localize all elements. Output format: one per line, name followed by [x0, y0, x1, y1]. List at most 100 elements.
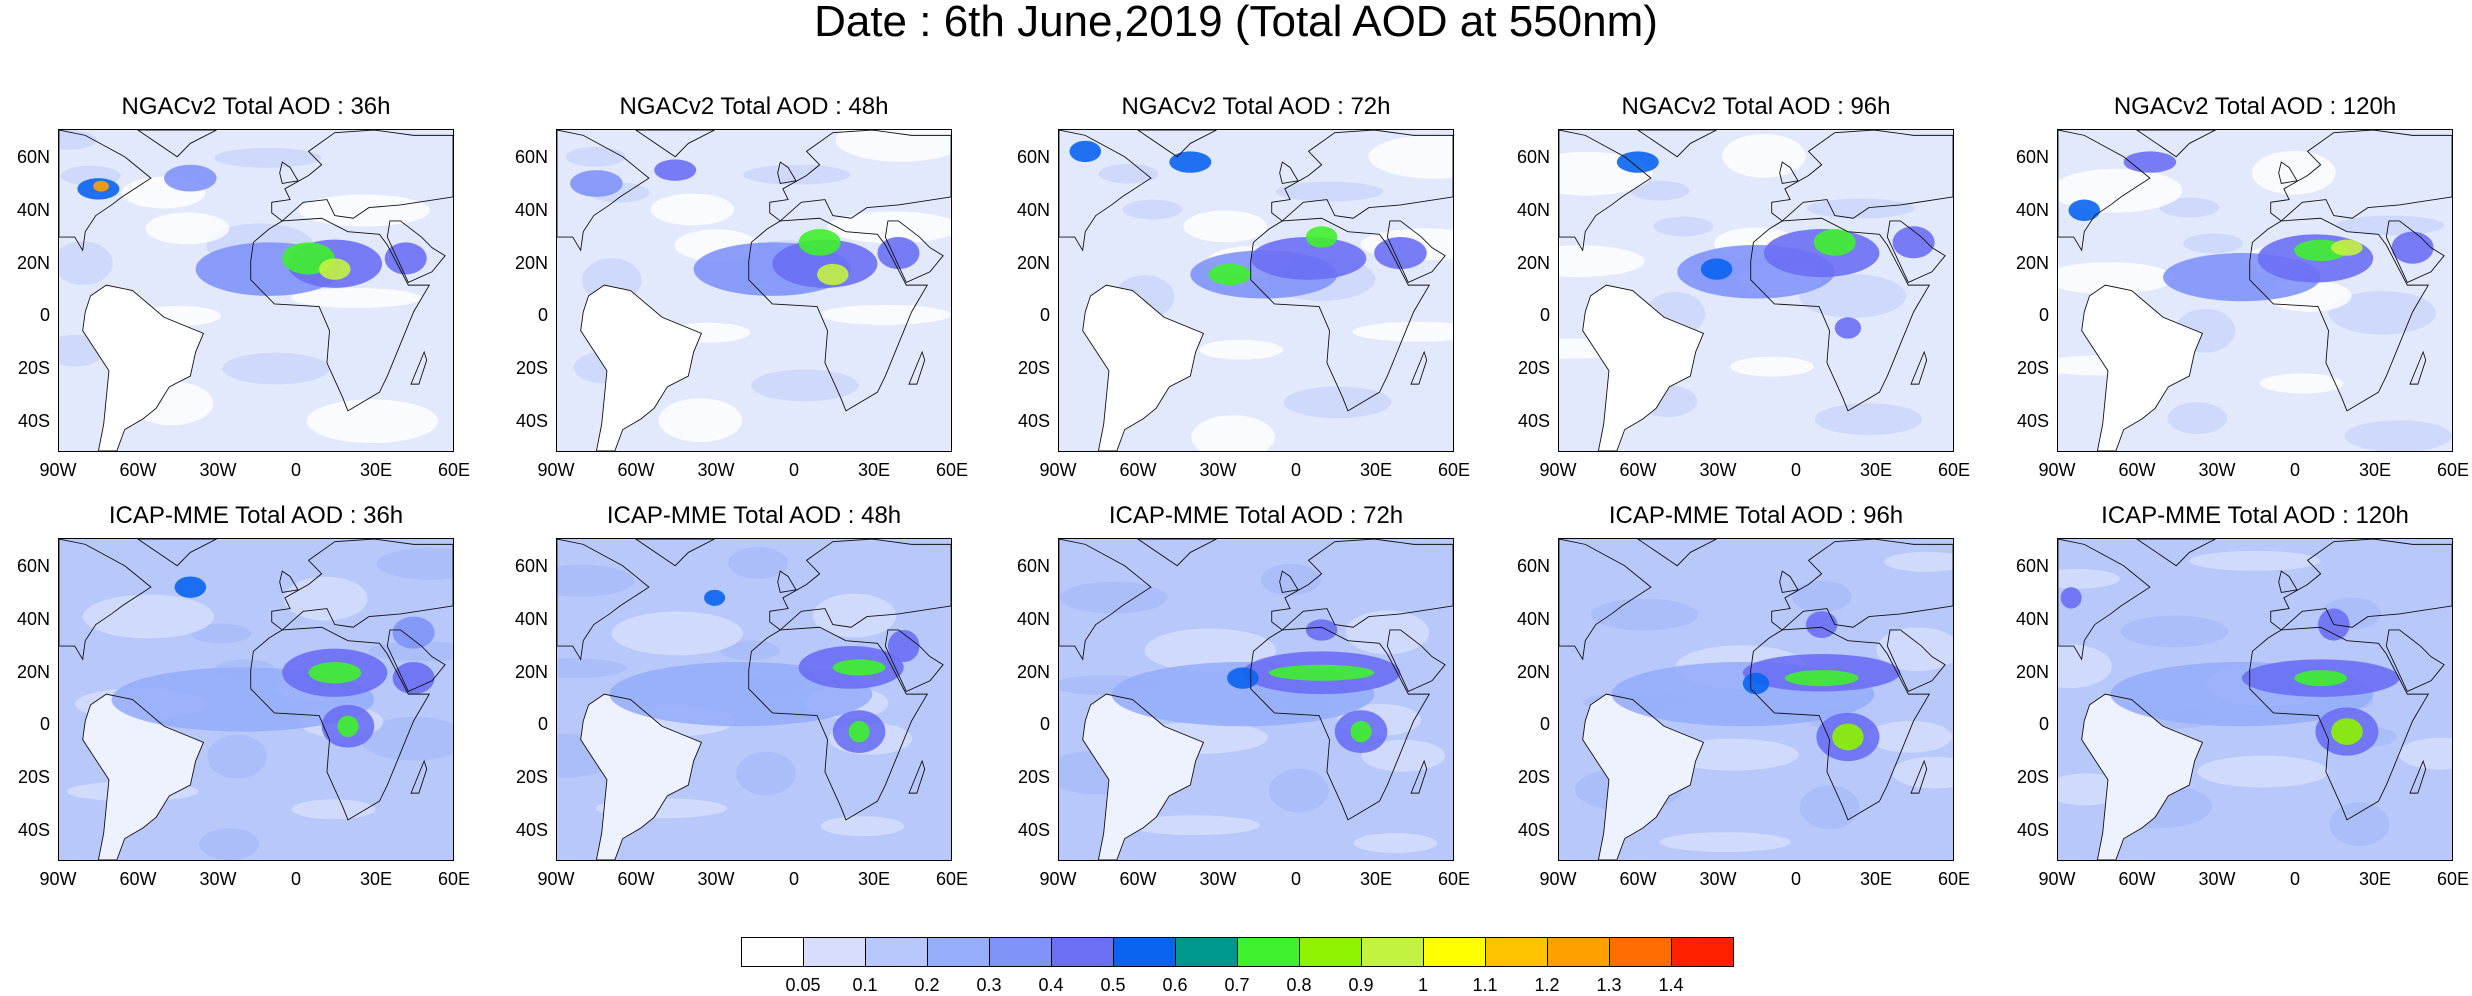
aod-plume [848, 720, 870, 743]
coastline [1410, 759, 1428, 794]
latitude-tick-label: 60N [514, 147, 548, 167]
longitude-tick-label: 30W [697, 460, 735, 480]
panel-title: NGACv2 Total AOD : 96h [1621, 93, 1891, 120]
aod-background-patch [1590, 598, 1699, 631]
aod-background-patch [1191, 415, 1275, 451]
aod-background-patch [1268, 768, 1329, 813]
longitude-tick-label: 30W [1199, 460, 1237, 480]
aod-plume [1374, 237, 1427, 270]
aod-plume [1250, 237, 1367, 280]
latitude-tick-label: 60N [1516, 556, 1550, 576]
aod-plume [1350, 720, 1372, 743]
latitude-tick-label: 60N [16, 147, 50, 167]
latitude-tick-label: 0 [1039, 305, 1050, 325]
longitude-tick-label: 60E [437, 869, 471, 889]
latitude-tick-label: 40N [1016, 609, 1050, 629]
aod-plume [570, 170, 623, 197]
aod-background-patch [611, 611, 744, 656]
aod-field [557, 130, 951, 451]
coastline [1386, 220, 1446, 284]
figure-title: Date : 6th June,2019 (Total AOD at 550nm… [814, 0, 1658, 46]
aod-background-patch [207, 734, 267, 779]
clear-land [82, 694, 204, 860]
aod-map [2057, 538, 2453, 861]
aod-background-patch [1275, 181, 1384, 202]
coastline [580, 284, 703, 451]
longitude-tick-label: 0 [788, 869, 799, 889]
longitude-tick-label: 30E [1859, 869, 1893, 889]
coastline [2058, 539, 2151, 661]
aod-plume [798, 228, 841, 256]
aod-background-patch [557, 658, 627, 679]
coastline [250, 626, 431, 821]
latitude-tick-label: 40S [1517, 411, 1550, 431]
latitude-tick-label: 20S [515, 358, 548, 378]
colorbar-swatch [1547, 937, 1610, 967]
colorbar-label: 1.4 [1658, 975, 1684, 995]
aod-background-patch [2252, 150, 2336, 195]
coastline [2081, 284, 2204, 451]
aod-background-patch [59, 130, 97, 150]
aod-field [1059, 539, 1453, 860]
latitude-tick-label: 20S [2016, 767, 2049, 787]
coastline [2249, 626, 2430, 821]
aod-field [1559, 130, 1953, 451]
panel-title: NGACv2 Total AOD : 72h [1121, 93, 1391, 120]
coastline [410, 350, 428, 385]
latitude-tick-label: 20S [2016, 358, 2049, 378]
aod-background-patch [2398, 737, 2452, 770]
coastline [1279, 570, 1299, 593]
latitude-tick-label: 20N [1016, 662, 1050, 682]
aod-background-patch [2058, 262, 2175, 294]
aod-plume [384, 242, 427, 275]
aod-plume [1813, 228, 1856, 256]
aod-background-patch [2120, 615, 2229, 648]
aod-background-patch [1799, 785, 1860, 830]
colorbar-swatch [1423, 937, 1486, 967]
coastline [1271, 130, 1453, 222]
coastline [1779, 161, 1799, 184]
longitude-tick-label: 30E [1359, 460, 1393, 480]
coastline [2385, 629, 2445, 693]
coastline [580, 693, 703, 860]
coastline [1250, 217, 1431, 412]
longitude-tick-label: 60W [119, 869, 157, 889]
coastline [279, 570, 299, 593]
aod-background-patch [1722, 133, 1806, 178]
aod-background-patch [812, 593, 897, 638]
colorbar-swatch [989, 937, 1052, 967]
longitude-tick-label: 60W [1619, 869, 1657, 889]
colorbar-label: 0.1 [852, 975, 878, 995]
aod-background-patch [2344, 420, 2452, 451]
longitude-tick-label: 30W [1199, 869, 1237, 889]
coastline [386, 629, 446, 693]
aod-plume [308, 662, 362, 684]
aod-background-patch [1730, 356, 1814, 377]
coastline [1582, 284, 1705, 451]
longitude-tick-label: 60E [935, 869, 969, 889]
longitude-tick-label: 30W [1699, 869, 1737, 889]
coastline [59, 539, 152, 661]
coastline [2270, 130, 2452, 222]
latitude-tick-label: 40N [1516, 200, 1550, 220]
colorbar-swatch [803, 937, 866, 967]
coastline [1779, 570, 1799, 593]
coastline [82, 284, 205, 451]
coastline [1082, 693, 1205, 860]
longitude-tick-label: 60E [1437, 869, 1471, 889]
aod-map [58, 129, 454, 452]
aod-plume [1834, 317, 1862, 339]
latitude-tick-label: 20N [1016, 253, 1050, 273]
latitude-tick-label: 0 [1039, 714, 1050, 734]
aod-map [1558, 538, 1954, 861]
aod-background-patch [290, 288, 423, 308]
panel-title: ICAP-MME Total AOD : 72h [1108, 502, 1404, 529]
latitude-tick-label: 40N [2015, 200, 2049, 220]
longitude-tick-label: 60W [2118, 460, 2156, 480]
longitude-tick-label: 60E [1937, 869, 1971, 889]
longitude-tick-label: 0 [2289, 460, 2300, 480]
latitude-tick-label: 40S [515, 820, 548, 840]
clear-land [1082, 285, 1204, 451]
aod-plume [817, 263, 849, 286]
aod-background-patch [658, 398, 743, 443]
